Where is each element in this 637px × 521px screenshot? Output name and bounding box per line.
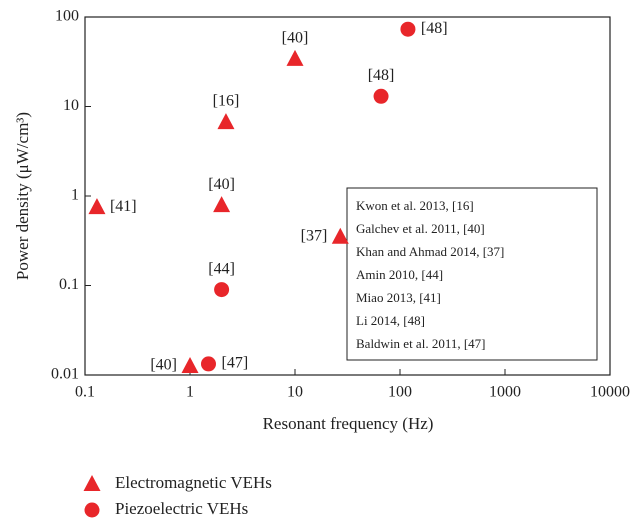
y-tick-label: 1 [71,187,79,204]
legend-label: Electromagnetic VEHs [115,473,272,492]
circle-marker [214,282,230,298]
circle-marker [373,88,389,104]
point-label: [47] [221,355,248,372]
triangle-marker [217,113,235,130]
point-label: [48] [368,67,395,84]
y-tick-label: 0.01 [51,366,79,383]
point-label: [48] [421,20,448,37]
y-tick-label: 100 [55,8,79,25]
reference-text: Khan and Ahmad 2014, [37] [356,244,504,259]
reference-text: Baldwin et al. 2011, [47] [356,336,486,351]
reference-text: Galchev et al. 2011, [40] [356,221,485,236]
triangle-marker [181,357,199,374]
triangle-marker [213,196,231,213]
y-tick-label: 10 [63,97,79,114]
point-label: [37] [301,227,328,244]
x-tick-label: 10 [287,384,303,401]
y-axis-label: Power density (μW/cm³) [13,112,32,280]
x-axis-label: Resonant frequency (Hz) [263,414,434,433]
point-label: [40] [150,357,177,374]
point-label: [40] [208,176,235,193]
point-label: [44] [208,260,235,277]
x-tick-label: 100 [388,384,412,401]
reference-box [346,187,598,361]
x-tick-label: 0.1 [75,384,95,401]
triangle-marker [331,227,349,244]
circle-marker [84,502,100,518]
circle-marker [200,356,216,372]
reference-text: Miao 2013, [41] [356,290,441,305]
reference-text: Kwon et al. 2013, [16] [356,198,474,213]
point-label: [16] [213,93,240,110]
legend-label: Piezoelectric VEHs [115,499,248,518]
reference-text: Li 2014, [48] [356,313,425,328]
triangle-marker [83,475,101,491]
reference-text: Amin 2010, [44] [356,267,443,282]
x-tick-label: 10000 [590,384,630,401]
y-tick-label: 0.1 [59,276,79,293]
triangle-marker [88,198,106,215]
x-tick-label: 1000 [489,384,521,401]
point-label: [41] [110,198,137,215]
triangle-marker [286,49,304,66]
point-label: [40] [282,30,309,47]
circle-marker [400,21,416,37]
x-tick-label: 1 [186,384,194,401]
